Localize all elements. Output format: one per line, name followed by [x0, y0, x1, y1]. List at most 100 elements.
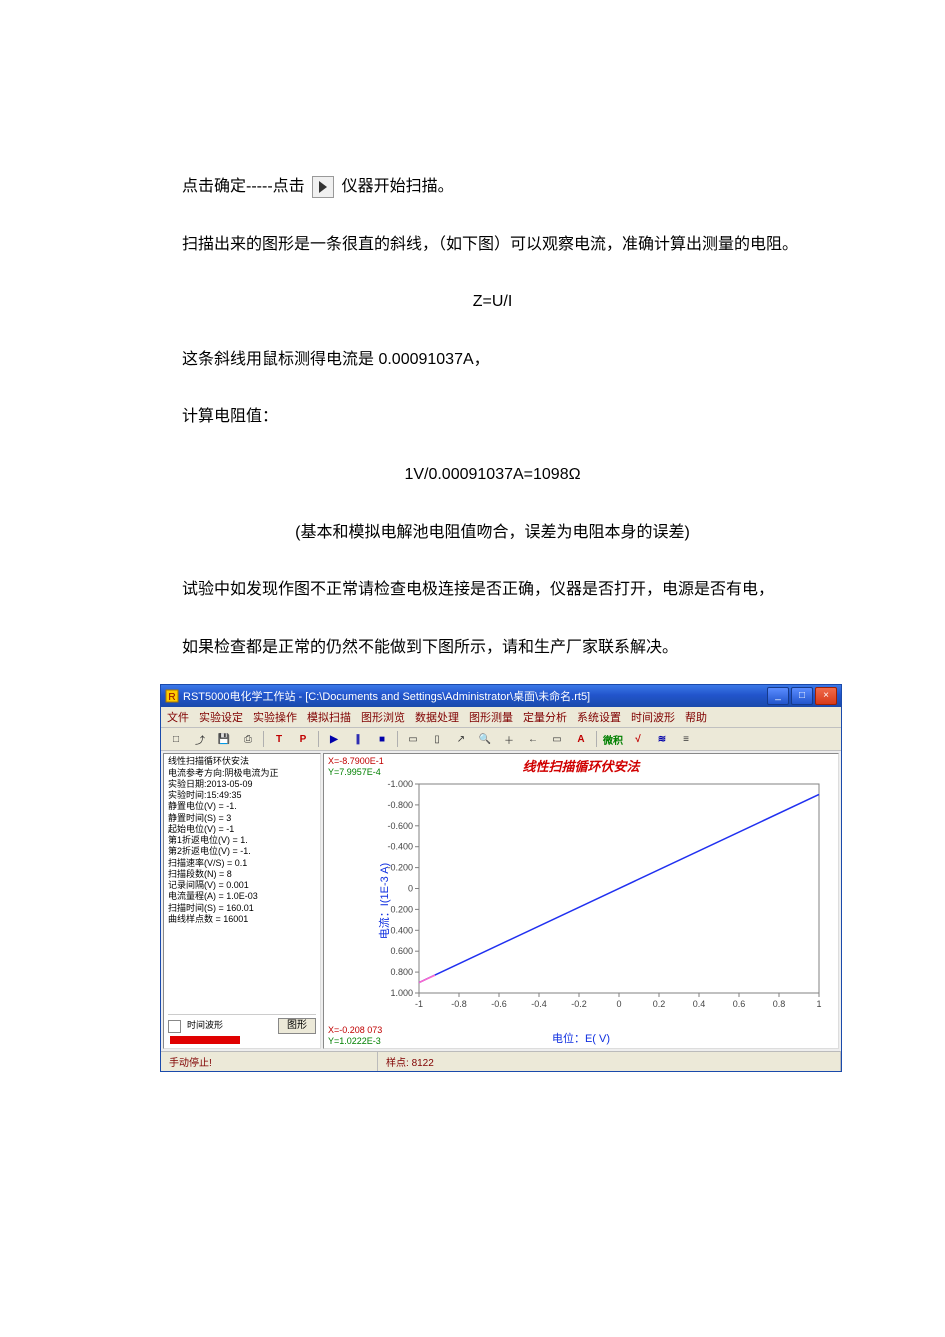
svg-text:0: 0: [408, 884, 413, 894]
menu-graph-view[interactable]: 图形浏览: [361, 709, 405, 725]
tool-print-icon[interactable]: ⎙: [237, 730, 259, 748]
menu-file[interactable]: 文件: [167, 709, 189, 725]
status-right-value: 8122: [412, 1058, 434, 1069]
side-panel: 线性扫描循环伏安法 电流参考方向:阴极电流为正 实验日期:2013-05-09 …: [163, 753, 321, 1049]
bottom-coordinates: X=-0.208 073 Y=1.0222E-3: [328, 1025, 382, 1047]
menu-bar: 文件 实验设定 实验操作 模拟扫描 图形浏览 数据处理 图形测量 定量分析 系统…: [161, 707, 841, 728]
play-icon: [312, 176, 334, 198]
svg-text:1: 1: [816, 999, 821, 1009]
tool-play-icon[interactable]: ▶: [323, 730, 345, 748]
app-window: R RST5000电化学工作站 - [C:\Documents and Sett…: [160, 684, 842, 1072]
paragraph-7: 如果检查都是正常的仍然不能做到下图所示，请和生产厂家联系解决。: [150, 627, 835, 669]
svg-text:-0.2: -0.2: [571, 999, 587, 1009]
maximize-button[interactable]: □: [791, 687, 813, 705]
svg-text:0.800: 0.800: [390, 967, 413, 977]
menu-time-wave[interactable]: 时间波形: [631, 709, 675, 725]
tool-sci[interactable]: ≋: [651, 730, 673, 748]
minimize-button[interactable]: _: [767, 687, 789, 705]
svg-text:-0.6: -0.6: [491, 999, 507, 1009]
svg-text:0.200: 0.200: [390, 905, 413, 915]
tool-rect3-icon[interactable]: ▭: [546, 730, 568, 748]
graph-button[interactable]: 图形: [278, 1018, 316, 1035]
svg-text:0.600: 0.600: [390, 947, 413, 957]
app-icon: R: [165, 689, 179, 703]
tool-zoom-icon[interactable]: 🔍: [474, 730, 496, 748]
svg-text:-1: -1: [415, 999, 423, 1009]
menu-sys-set[interactable]: 系统设置: [577, 709, 621, 725]
tool-pause-icon[interactable]: ∥: [347, 730, 369, 748]
status-left: 手动停止!: [161, 1052, 378, 1071]
side-parameters: 线性扫描循环伏安法 电流参考方向:阴极电流为正 实验日期:2013-05-09 …: [168, 756, 316, 1011]
svg-text:-0.8: -0.8: [451, 999, 467, 1009]
tool-stop-icon[interactable]: ■: [371, 730, 393, 748]
svg-text:0: 0: [616, 999, 621, 1009]
status-bar: 手动停止! 样点: 8122: [161, 1051, 841, 1071]
tool-P-button[interactable]: P: [292, 730, 314, 748]
svg-text:-0.4: -0.4: [531, 999, 547, 1009]
menu-sim-scan[interactable]: 模拟扫描: [307, 709, 351, 725]
side-bottom-bar: 时间波形 图形: [168, 1014, 316, 1035]
menu-data-proc[interactable]: 数据处理: [415, 709, 459, 725]
tool-plus-icon[interactable]: ＋: [498, 730, 520, 748]
tool-save-icon[interactable]: 💾: [213, 730, 235, 748]
paragraph-1: 点击确定-----点击 仪器开始扫描。: [150, 166, 835, 208]
tool-T-button[interactable]: T: [268, 730, 290, 748]
bot-y: Y=1.0222E-3: [328, 1036, 382, 1047]
close-button[interactable]: ×: [815, 687, 837, 705]
tool-cn1[interactable]: 微积: [601, 730, 625, 748]
tool-new-icon[interactable]: □: [165, 730, 187, 748]
menu-exp-op[interactable]: 实验操作: [253, 709, 297, 725]
tool-rect2-icon[interactable]: ▯: [426, 730, 448, 748]
formula-1: Z=U/I: [150, 281, 835, 323]
menu-help[interactable]: 帮助: [685, 709, 707, 725]
document-page: 点击确定-----点击 仪器开始扫描。 扫描出来的图形是一条很直的斜线，（如下图…: [0, 0, 945, 1337]
tool-rect1-icon[interactable]: ▭: [402, 730, 424, 748]
svg-text:-1.000: -1.000: [387, 779, 413, 789]
svg-text:R: R: [168, 692, 175, 703]
formula-2: 1V/0.00091037A=1098Ω: [150, 454, 835, 496]
svg-text:-0.200: -0.200: [387, 863, 413, 873]
p1-after: 仪器开始扫描。: [342, 178, 454, 195]
svg-text:-0.400: -0.400: [387, 842, 413, 852]
time-wave-label: 时间波形: [187, 1020, 223, 1031]
menu-exp-set[interactable]: 实验设定: [199, 709, 243, 725]
toolbar: □ ⤴ 💾 ⎙ T P ▶ ∥ ■ ▭ ▯ ↗ 🔍 ＋ ← ▭ A 微积 √ ≋…: [161, 728, 841, 751]
paragraph-3: 这条斜线用鼠标测得电流是 0.00091037A，: [150, 339, 835, 381]
paragraph-4: 计算电阻值：: [150, 396, 835, 438]
toolbar-sep-3: [397, 731, 398, 747]
svg-text:0.400: 0.400: [390, 926, 413, 936]
p1-before: 点击确定-----点击: [182, 178, 305, 195]
chart-xlabel: 电位：E( V): [324, 1030, 838, 1046]
menu-quant[interactable]: 定量分析: [523, 709, 567, 725]
svg-text:0.6: 0.6: [733, 999, 746, 1009]
svg-text:1.000: 1.000: [390, 988, 413, 998]
tool-end[interactable]: ≡: [675, 730, 697, 748]
time-wave-checkbox[interactable]: [168, 1020, 181, 1033]
window-controls: _ □ ×: [767, 687, 837, 705]
svg-text:0.4: 0.4: [693, 999, 706, 1009]
client-area: 线性扫描循环伏安法 电流参考方向:阴极电流为正 实验日期:2013-05-09 …: [161, 751, 841, 1051]
tool-arrow-icon[interactable]: ↗: [450, 730, 472, 748]
status-right: 样点: 8122: [378, 1052, 841, 1071]
tool-cn2[interactable]: √: [627, 730, 649, 748]
titlebar[interactable]: R RST5000电化学工作站 - [C:\Documents and Sett…: [161, 685, 841, 707]
chart-pane: X=-8.7900E-1 Y=7.9957E-4 线性扫描循环伏安法 电流：I(…: [323, 753, 839, 1049]
toolbar-sep-1: [263, 731, 264, 747]
toolbar-sep-4: [596, 731, 597, 747]
bot-x: X=-0.208 073: [328, 1025, 382, 1036]
paragraph-2: 扫描出来的图形是一条很直的斜线，（如下图）可以观察电流，准确计算出测量的电阻。: [150, 224, 835, 266]
svg-text:0.2: 0.2: [653, 999, 666, 1009]
status-right-label: 样点:: [386, 1058, 409, 1069]
window-title: RST5000电化学工作站 - [C:\Documents and Settin…: [183, 688, 767, 704]
tool-A-button[interactable]: A: [570, 730, 592, 748]
paragraph-6: 试验中如发现作图不正常请检查电极连接是否正确，仪器是否打开，电源是否有电，: [150, 569, 835, 611]
svg-text:-0.600: -0.600: [387, 821, 413, 831]
chart-title: 线性扫描循环伏安法: [324, 756, 838, 775]
toolbar-sep-2: [318, 731, 319, 747]
svg-text:0.8: 0.8: [773, 999, 786, 1009]
tool-back-icon[interactable]: ←: [522, 730, 544, 748]
progress-strip: [170, 1036, 240, 1044]
tool-open-icon[interactable]: ⤴: [189, 730, 211, 748]
menu-graph-meas[interactable]: 图形测量: [469, 709, 513, 725]
chart-svg: -1.000-0.800-0.600-0.400-0.20000.2000.40…: [379, 776, 829, 1021]
